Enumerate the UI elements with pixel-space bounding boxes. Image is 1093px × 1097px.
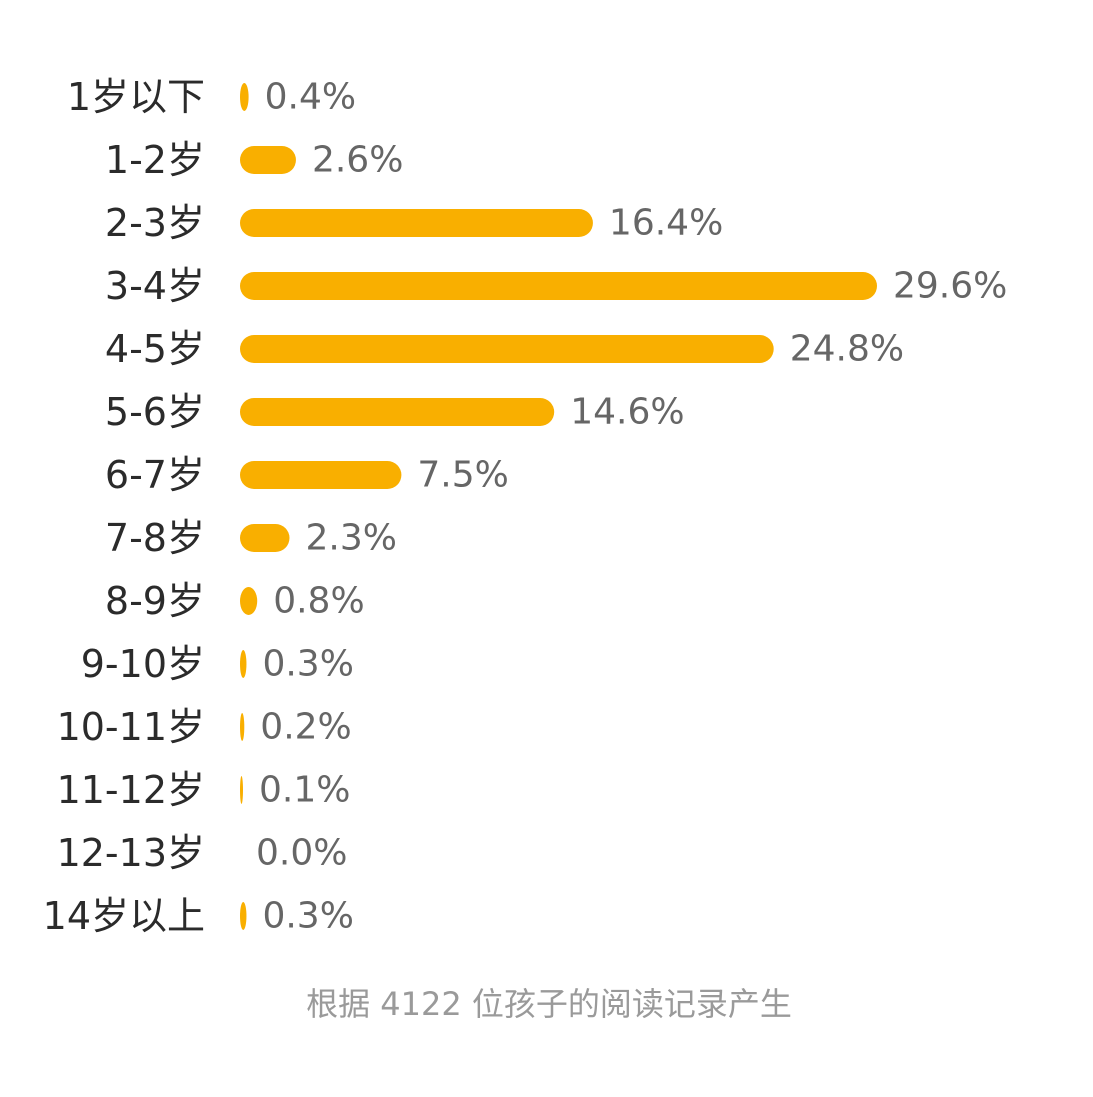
value-label: 2.6% [312,140,403,181]
value-label: 24.8% [790,329,904,370]
category-label: 2-3岁 [105,201,205,245]
category-label: 5-6岁 [105,390,205,434]
value-label: 2.3% [305,518,396,559]
bar [240,83,249,111]
value-label: 0.3% [262,644,353,685]
value-label: 7.5% [417,455,508,496]
value-label: 0.4% [265,77,356,118]
bars-layer [240,83,877,930]
bar [240,776,243,804]
category-label: 7-8岁 [105,516,205,560]
bar [240,461,402,489]
value-label: 14.6% [570,392,684,433]
bar [240,335,774,363]
category-label: 3-4岁 [105,264,205,308]
bar [240,146,296,174]
category-label: 10-11岁 [57,705,205,749]
value-label: 0.1% [259,770,350,811]
bar [240,398,555,426]
bar [240,524,290,552]
bar [240,272,877,300]
bar [240,650,247,678]
value-label: 29.6% [893,266,1007,307]
category-label: 4-5岁 [105,327,205,371]
category-label: 11-12岁 [57,768,205,812]
chart-footnote: 根据 4122 位孩子的阅读记录产生 [306,985,792,1023]
category-label: 1岁以下 [67,75,205,119]
value-label: 0.2% [260,707,351,748]
labels-layer: 1岁以下 0.4% 1-2岁 2.6% 2-3岁 16.4% 3-4岁 29.6% 4-5岁 24… [43,75,1008,938]
category-label: 12-13岁 [57,831,205,875]
category-label: 6-7岁 [105,453,205,497]
value-label: 0.0% [256,833,347,874]
category-label: 14岁以上 [43,894,205,938]
category-label: 9-10岁 [81,642,205,686]
value-label: 0.8% [273,581,364,622]
bar [240,587,258,615]
category-label: 8-9岁 [105,579,205,623]
value-label: 0.3% [262,896,353,937]
bar [240,209,593,237]
bar [240,902,247,930]
category-label: 1-2岁 [105,138,205,182]
bar [240,713,245,741]
value-label: 16.4% [609,203,723,244]
